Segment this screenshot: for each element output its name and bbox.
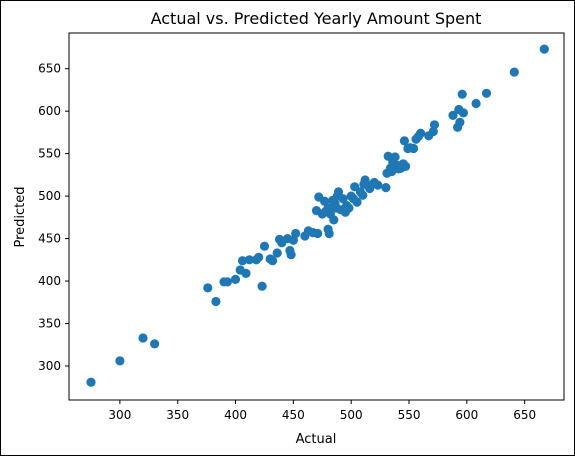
data-point-32 <box>313 228 323 239</box>
data-point-95 <box>539 44 549 54</box>
data-point-9 <box>230 274 241 284</box>
x-tick-label: 550 <box>398 408 421 422</box>
data-point-85 <box>429 120 440 130</box>
data-point-55 <box>352 197 362 207</box>
x-axis-label: Actual <box>296 432 337 447</box>
data-point-19 <box>268 256 278 266</box>
data-point-5 <box>203 283 213 293</box>
data-point-20 <box>272 248 282 258</box>
y-tick-label: 500 <box>38 189 61 203</box>
data-point-12 <box>241 268 251 278</box>
data-point-15 <box>254 252 264 262</box>
data-point-3 <box>138 333 148 343</box>
data-point-93 <box>481 88 492 98</box>
y-tick-label: 450 <box>38 232 61 246</box>
data-point-90 <box>457 89 467 99</box>
data-point-86 <box>448 110 458 120</box>
y-tick-label: 300 <box>38 359 61 373</box>
data-point-4 <box>150 339 160 349</box>
data-point-39 <box>324 228 334 239</box>
y-tick-label: 600 <box>38 104 61 118</box>
y-tick-label: 550 <box>38 147 61 161</box>
data-point-94 <box>509 67 519 77</box>
data-point-46 <box>333 187 344 197</box>
x-tick-label: 650 <box>513 408 536 422</box>
y-tick-label: 400 <box>38 274 61 288</box>
data-point-42 <box>329 215 339 225</box>
data-point-51 <box>344 203 354 213</box>
data-point-8 <box>222 277 232 287</box>
data-point-2 <box>115 356 125 366</box>
y-axis-ticks: 300 350 400 450 500 550 600 650 <box>38 62 69 373</box>
y-tick-label: 350 <box>38 317 61 331</box>
x-tick-label: 450 <box>282 408 305 422</box>
x-tick-label: 350 <box>166 408 189 422</box>
data-point-70 <box>390 152 400 162</box>
data-point-48 <box>338 194 348 204</box>
data-point-79 <box>409 143 419 154</box>
data-point-68 <box>387 166 397 177</box>
data-point-11 <box>237 256 248 266</box>
data-point-6 <box>211 296 221 307</box>
data-point-64 <box>381 183 391 193</box>
data-point-92 <box>471 98 481 109</box>
x-axis-ticks: 300 350 400 450 500 550 600 650 <box>108 400 536 422</box>
data-point-27 <box>291 228 301 239</box>
data-point-35 <box>320 196 330 206</box>
x-tick-label: 500 <box>340 408 363 422</box>
y-axis-label: Predicted <box>13 186 28 247</box>
plot-frame <box>68 32 565 401</box>
x-tick-label: 400 <box>224 408 247 422</box>
data-point-1 <box>86 377 96 387</box>
chart-title: Actual vs. Predicted Yearly Amount Spent <box>151 9 482 28</box>
data-point-25 <box>286 250 296 260</box>
data-point-75 <box>399 136 409 146</box>
y-tick-label: 650 <box>38 62 61 76</box>
x-tick-label: 300 <box>108 408 131 422</box>
data-point-76 <box>401 161 411 171</box>
data-point-13 <box>244 255 254 265</box>
data-point-91 <box>458 108 468 118</box>
x-tick-label: 600 <box>455 408 478 422</box>
data-point-57 <box>358 190 368 200</box>
data-point-82 <box>416 128 426 138</box>
data-point-89 <box>455 117 465 127</box>
data-point-17 <box>259 241 270 251</box>
scatter-points <box>86 44 549 387</box>
data-point-63 <box>373 180 383 190</box>
data-point-16 <box>257 281 267 291</box>
